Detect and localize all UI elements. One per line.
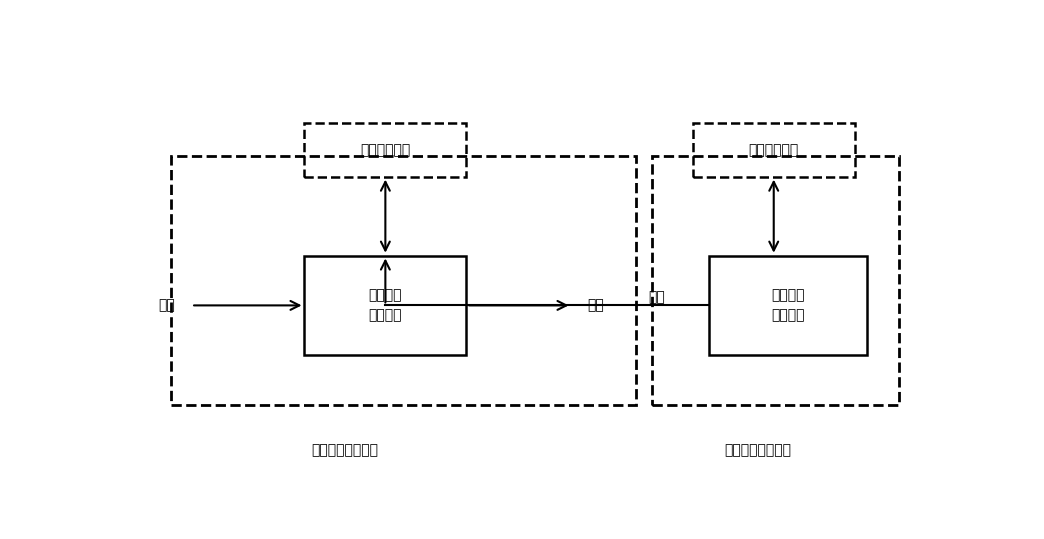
Text: 进水: 进水 [159,299,175,313]
Text: 臭氧发生装置单元: 臭氧发生装置单元 [725,444,791,458]
Bar [171,156,636,405]
Text: 臭氧: 臭氧 [648,290,665,304]
Bar [305,255,467,355]
Bar [652,156,899,405]
Bar [305,123,467,177]
Text: 检测控制单元: 检测控制单元 [749,143,799,157]
Text: 检测控制单元: 检测控制单元 [360,143,410,157]
Bar [693,123,855,177]
Text: 臭氧催化
氧化单元: 臭氧催化 氧化单元 [369,288,402,323]
Text: 出水: 出水 [588,299,604,313]
Text: 臭氧发生
装置单元: 臭氧发生 装置单元 [772,288,805,323]
Text: 臭氧催化氧化单元: 臭氧催化氧化单元 [311,444,378,458]
Bar [709,255,867,355]
